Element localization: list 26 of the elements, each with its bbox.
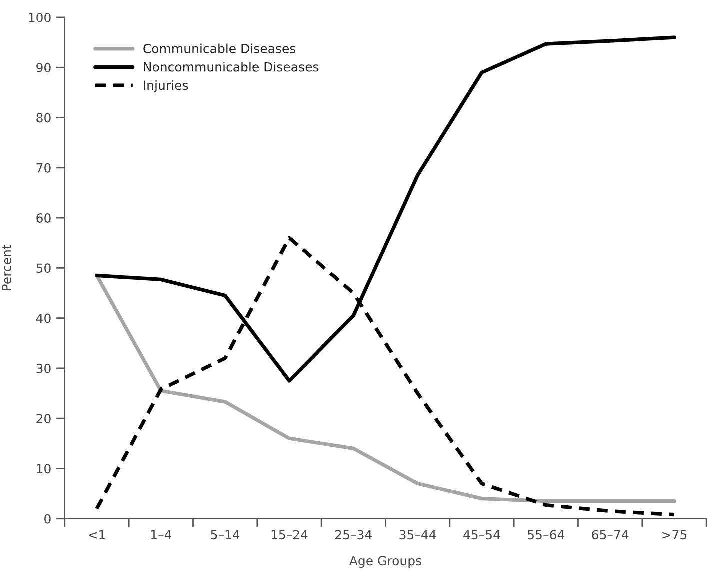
y-tick-label: 20 (36, 414, 51, 424)
y-tick-label: 80 (36, 113, 51, 123)
x-tick-label: 15–24 (272, 530, 308, 540)
x-tick-label: 45–54 (464, 530, 500, 540)
legend-label: Communicable Diseases (144, 44, 296, 54)
y-tick-label: 100 (29, 12, 51, 22)
x-tick-label: 5–14 (211, 530, 240, 540)
y-tick-label: 40 (36, 314, 51, 324)
x-tick-label: 65–74 (592, 530, 629, 540)
y-tick-label: 90 (36, 63, 51, 73)
x-tick-label: 55–64 (528, 530, 564, 540)
x-tick-label: <1 (89, 530, 106, 540)
x-axis-title: Age Groups (349, 556, 422, 568)
x-tick-label: 35–44 (400, 530, 436, 540)
y-axis-title: Percent (2, 244, 12, 290)
y-tick-label: 0 (44, 514, 51, 524)
legend-label: Injuries (144, 80, 188, 93)
x-tick-label: 1–4 (151, 530, 172, 540)
y-tick-label: 50 (36, 264, 51, 274)
x-tick-label: >75 (662, 530, 687, 540)
legend-label: Noncommunicable Diseases (144, 62, 319, 72)
x-tick-label: 25–34 (336, 530, 372, 540)
y-tick-label: 10 (37, 464, 51, 474)
y-tick-label: 70 (36, 163, 51, 173)
y-tick-label: 30 (36, 364, 51, 374)
y-tick-label: 60 (36, 214, 51, 223)
